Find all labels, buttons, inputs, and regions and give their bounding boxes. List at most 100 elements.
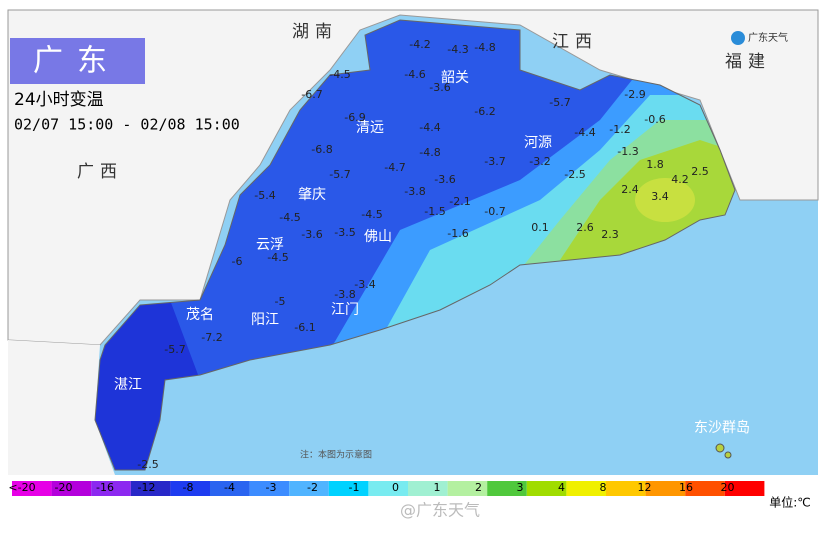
legend-label: -3	[266, 481, 277, 494]
station-value: -4.5	[361, 208, 382, 221]
legend-label: 2	[475, 481, 482, 494]
province-label: 江西	[552, 32, 598, 52]
legend-swatch	[487, 481, 527, 496]
station-value: -6.9	[344, 111, 365, 124]
legend-label: 0	[392, 481, 399, 494]
station-value: -4.5	[267, 251, 288, 264]
legend-swatch	[685, 481, 725, 496]
legend-swatch	[91, 481, 131, 496]
legend-swatch	[249, 481, 290, 496]
title: 广东	[33, 44, 121, 79]
station-value: -1.2	[609, 123, 630, 136]
legend-label: -20	[55, 481, 73, 494]
station-value: -3.2	[529, 155, 550, 168]
station-value: -2.1	[449, 195, 470, 208]
station-value: -4.4	[419, 121, 440, 134]
station-value: -5.7	[329, 168, 350, 181]
station-value: -5.4	[254, 189, 275, 202]
city-label: 阳江	[251, 312, 279, 328]
station-value: -3.6	[434, 173, 455, 186]
watermark: @广东天气	[400, 501, 480, 520]
station-value: -4.3	[447, 43, 468, 56]
station-value: -2.5	[137, 458, 158, 471]
legend-swatch	[526, 481, 567, 496]
legend-swatch	[368, 481, 408, 496]
legend-label: -1	[349, 481, 360, 494]
station-value: 2.3	[601, 228, 619, 241]
title-box	[10, 38, 145, 84]
legend-swatch	[645, 481, 686, 496]
legend-swatch	[289, 481, 329, 496]
station-value: -6.2	[474, 105, 495, 118]
city-label: 东沙群岛	[694, 420, 750, 436]
station-value: -1.5	[424, 205, 445, 218]
legend-label: 8	[600, 481, 607, 494]
station-value: -7.2	[201, 331, 222, 344]
legend-swatch	[51, 481, 92, 496]
subtitle: 24小时变温	[14, 90, 104, 110]
station-value: -4.7	[384, 161, 405, 174]
legend-label: -12	[138, 481, 156, 494]
station-value: -4.2	[409, 38, 430, 51]
station-value: -3.7	[484, 155, 505, 168]
legend-label: 20	[721, 481, 735, 494]
station-value: -6	[232, 255, 243, 268]
note: 注：本图为示意图	[300, 449, 372, 461]
station-value: 2.4	[621, 183, 639, 196]
legend-label: -2	[307, 481, 318, 494]
station-value: -5	[275, 295, 286, 308]
legend-swatch	[210, 481, 250, 496]
city-label: 韶关	[441, 70, 469, 86]
island	[715, 443, 725, 453]
island	[724, 451, 732, 459]
neighbor-land	[7, 9, 819, 346]
city-label: 湛江	[114, 377, 142, 393]
province-label: 湖南	[292, 22, 338, 42]
station-value: -4.8	[419, 146, 440, 159]
station-value: 0.1	[531, 221, 549, 234]
period: 02/07 15:00 - 02/08 15:00	[14, 116, 240, 134]
station-value: -3.6	[301, 228, 322, 241]
station-value: -3.4	[354, 278, 375, 291]
station-value: -4.5	[329, 68, 350, 81]
legend-label: <-20	[8, 481, 35, 494]
legend-swatch	[12, 481, 52, 496]
station-value: 2.5	[691, 165, 709, 178]
station-value: -4.8	[474, 41, 495, 54]
legend-label: 16	[679, 481, 693, 494]
station-value: 4.2	[671, 173, 689, 186]
legend-swatch	[447, 481, 488, 496]
legend-swatch	[170, 481, 210, 496]
legend-label: -16	[96, 481, 114, 494]
legend-label: 3	[517, 481, 524, 494]
province-border	[94, 19, 736, 471]
legend-swatch	[408, 481, 448, 496]
province-label: 福建	[725, 52, 771, 72]
station-value: -2.9	[624, 88, 645, 101]
legend-label: 4	[558, 481, 565, 494]
station-value: -3.8	[404, 185, 425, 198]
city-label: 佛山	[364, 229, 392, 245]
logo-icon	[731, 31, 745, 45]
legend-unit: 单位:℃	[769, 495, 811, 510]
station-value: -3.8	[334, 288, 355, 301]
station-value: -6.7	[301, 88, 322, 101]
province-label: 广西	[77, 162, 123, 182]
station-value: -0.6	[644, 113, 665, 126]
legend-label: 1	[434, 481, 441, 494]
station-value: -5.7	[164, 343, 185, 356]
station-value: -1.3	[617, 145, 638, 158]
legend-label: 12	[638, 481, 652, 494]
legend-label: -8	[183, 481, 194, 494]
city-label: 清远	[356, 120, 384, 136]
city-label: 茂名	[186, 306, 214, 323]
station-value: -4.5	[279, 211, 300, 224]
station-value: -6.1	[294, 321, 315, 334]
station-value: 3.4	[651, 190, 669, 203]
station-value: -4.6	[404, 68, 425, 81]
station-value: -3.5	[334, 226, 355, 239]
station-value: -3.6	[429, 81, 450, 94]
city-label: 江门	[331, 302, 359, 318]
station-value: -6.8	[311, 143, 332, 156]
